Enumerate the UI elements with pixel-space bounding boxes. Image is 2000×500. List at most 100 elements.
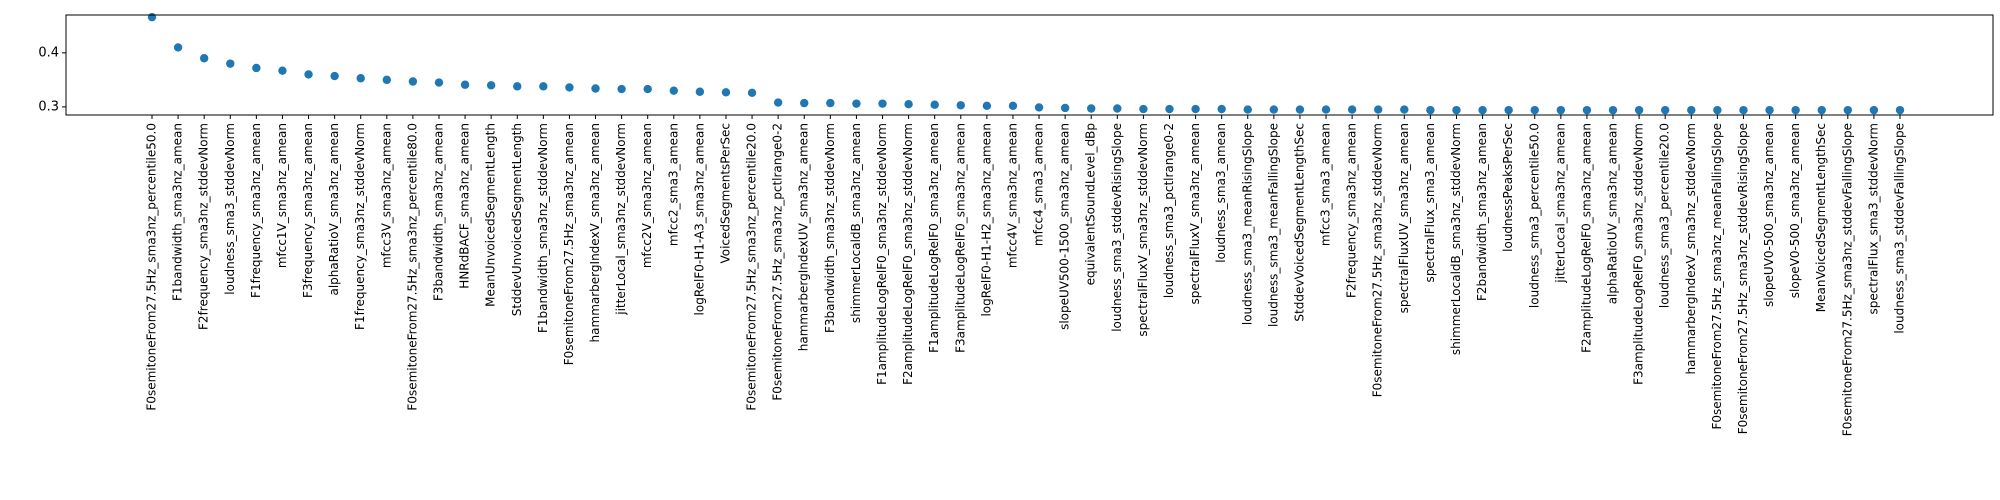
x-tick-label: F1bandwidth_sma3nz_stddevNorm — [536, 123, 550, 333]
x-tick-label: mfcc2V_sma3nz_amean — [640, 123, 654, 268]
data-point — [1582, 105, 1592, 115]
data-points — [147, 12, 1905, 115]
data-point — [1165, 104, 1174, 114]
x-tick-label: F0semitoneFrom27.5Hz_sma3nz_meanFallingS… — [1710, 123, 1724, 430]
data-point — [1295, 105, 1305, 114]
data-point — [1843, 105, 1853, 115]
data-point — [1504, 105, 1513, 115]
x-tick-label: mfcc4V_sma3nz_amean — [1005, 123, 1019, 268]
data-point — [1608, 105, 1618, 115]
x-tick-label: F3amplitudeLogRelF0_sma3nz_amean — [953, 123, 967, 353]
x-tick-label: hammarbergIndexUV_sma3nz_amean — [797, 123, 811, 351]
data-point — [1530, 105, 1539, 115]
data-point — [747, 88, 757, 98]
data-point — [434, 78, 444, 87]
x-tick-label: F1bandwidth_sma3nz_amean — [171, 123, 185, 301]
data-point — [982, 101, 992, 111]
y-tick-label: 0.3 — [38, 99, 59, 114]
x-tick-label: VoicedSegmentsPerSec — [718, 123, 732, 264]
data-point — [1243, 105, 1252, 114]
data-point — [486, 81, 496, 90]
data-point — [1426, 105, 1435, 115]
data-point — [1713, 105, 1722, 115]
x-tick-label: F2bandwidth_sma3nz_amean — [1475, 123, 1489, 301]
y-axis-ticks: 0.3 0.4 — [38, 45, 66, 114]
data-point — [773, 98, 783, 107]
x-tick-label: F0semitoneFrom27.5Hz_sma3nz_amean — [562, 123, 576, 365]
data-point — [852, 99, 861, 108]
data-point — [304, 70, 313, 79]
x-tick-label: F0semitoneFrom27.5Hz_sma3nz_stddevFallin… — [1840, 123, 1854, 436]
x-tick-label: equivalentSoundLevel_dBp — [1084, 123, 1098, 285]
data-point — [1374, 105, 1383, 114]
x-tick-label: F2frequency_sma3nz_stddevNorm — [197, 123, 211, 330]
data-point — [1817, 105, 1826, 115]
x-tick-label: slopeV0-500_sma3nz_amean — [1788, 123, 1802, 298]
data-point — [930, 100, 939, 109]
x-tick-label: hammarbergIndexV_sma3nz_stddevNorm — [1684, 123, 1698, 374]
data-point — [252, 63, 261, 73]
data-point — [617, 84, 626, 94]
x-tick-label: F2amplitudeLogRelF0_sma3nz_stddevNorm — [901, 123, 915, 385]
x-tick-label: jitterLocal_sma3nz_amean — [1553, 123, 1567, 284]
x-tick-label: loudness_sma3_amean — [1214, 123, 1228, 263]
plot-frame — [65, 14, 1994, 116]
data-point — [1452, 105, 1461, 115]
x-tick-label: loudness_sma3_meanFallingSlope — [1266, 123, 1280, 327]
x-tick-label: mfcc4_sma3_amean — [1032, 123, 1046, 246]
x-tick-label: logRelF0-H1-H2_sma3nz_amean — [979, 123, 993, 317]
data-point — [382, 75, 392, 85]
data-point — [1791, 105, 1800, 115]
data-point — [226, 59, 235, 68]
data-point — [721, 88, 731, 97]
x-tick-label: F0semitoneFrom27.5Hz_sma3nz_percentile20… — [745, 123, 759, 411]
x-tick-label: StddevUnvoicedSegmentLength — [510, 123, 524, 316]
x-tick-label: mfcc3_sma3_amean — [1319, 123, 1333, 246]
data-point — [1634, 105, 1644, 115]
data-point — [695, 87, 705, 96]
data-point — [565, 83, 574, 92]
x-tick-label: mfcc1V_sma3nz_amean — [275, 123, 289, 268]
x-tick-label: F3bandwidth_sma3nz_amean — [431, 123, 445, 301]
x-tick-label: StddevVoicedSegmentLengthSec — [1292, 123, 1306, 322]
data-point — [1347, 105, 1357, 114]
x-tick-label: F3amplitudeLogRelF0_sma3nz_stddevNorm — [1632, 123, 1646, 385]
x-tick-label: F2frequency_sma3nz_amean — [1345, 123, 1359, 298]
data-point — [1869, 105, 1879, 115]
x-tick-label: F2amplitudeLogRelF0_sma3nz_amean — [1579, 123, 1593, 353]
data-point — [1139, 104, 1148, 114]
x-tick-label: loudness_sma3_pctlrange0-2 — [1162, 123, 1176, 298]
data-point — [1269, 105, 1279, 114]
data-point — [147, 12, 157, 22]
data-point — [1765, 105, 1774, 115]
x-tick-label: loudness_sma3_stddevRisingSlope — [1110, 123, 1124, 332]
data-point — [1008, 101, 1018, 111]
x-tick-label: MeanVoicedSegmentLengthSec — [1814, 123, 1828, 312]
data-point — [669, 86, 678, 95]
x-tick-label: F0semitoneFrom27.5Hz_sma3nz_pctlrange0-2 — [771, 123, 785, 401]
x-tick-label: spectralFlux_sma3_stddevNorm — [1866, 123, 1880, 314]
data-point — [408, 77, 418, 86]
data-point — [1478, 105, 1487, 115]
data-point — [173, 43, 183, 52]
data-point — [356, 74, 365, 83]
data-point — [591, 84, 600, 93]
x-tick-label: F1frequency_sma3nz_amean — [249, 123, 263, 298]
x-tick-label: loudness_sma3_percentile20.0 — [1658, 123, 1672, 308]
x-tick-label: shimmerLocaldB_sma3nz_amean — [849, 123, 863, 323]
data-point — [1321, 105, 1331, 114]
y-tick-label: 0.4 — [38, 45, 59, 60]
x-tick-label: spectralFluxUV_sma3nz_amean — [1397, 123, 1411, 313]
data-point — [278, 66, 287, 75]
data-point — [878, 99, 887, 108]
x-tick-label: F3frequency_sma3nz_amean — [301, 123, 315, 298]
x-tick-label: F1amplitudeLogRelF0_sma3nz_amean — [927, 123, 941, 353]
data-point — [1191, 104, 1200, 114]
data-point — [956, 101, 965, 110]
x-tick-label: spectralFlux_sma3_amean — [1423, 123, 1437, 282]
x-tick-label: mfcc2_sma3_amean — [666, 123, 680, 246]
data-point — [1400, 105, 1409, 114]
data-point — [1060, 103, 1070, 113]
x-tick-label: alphaRatioV_sma3nz_amean — [327, 123, 341, 296]
